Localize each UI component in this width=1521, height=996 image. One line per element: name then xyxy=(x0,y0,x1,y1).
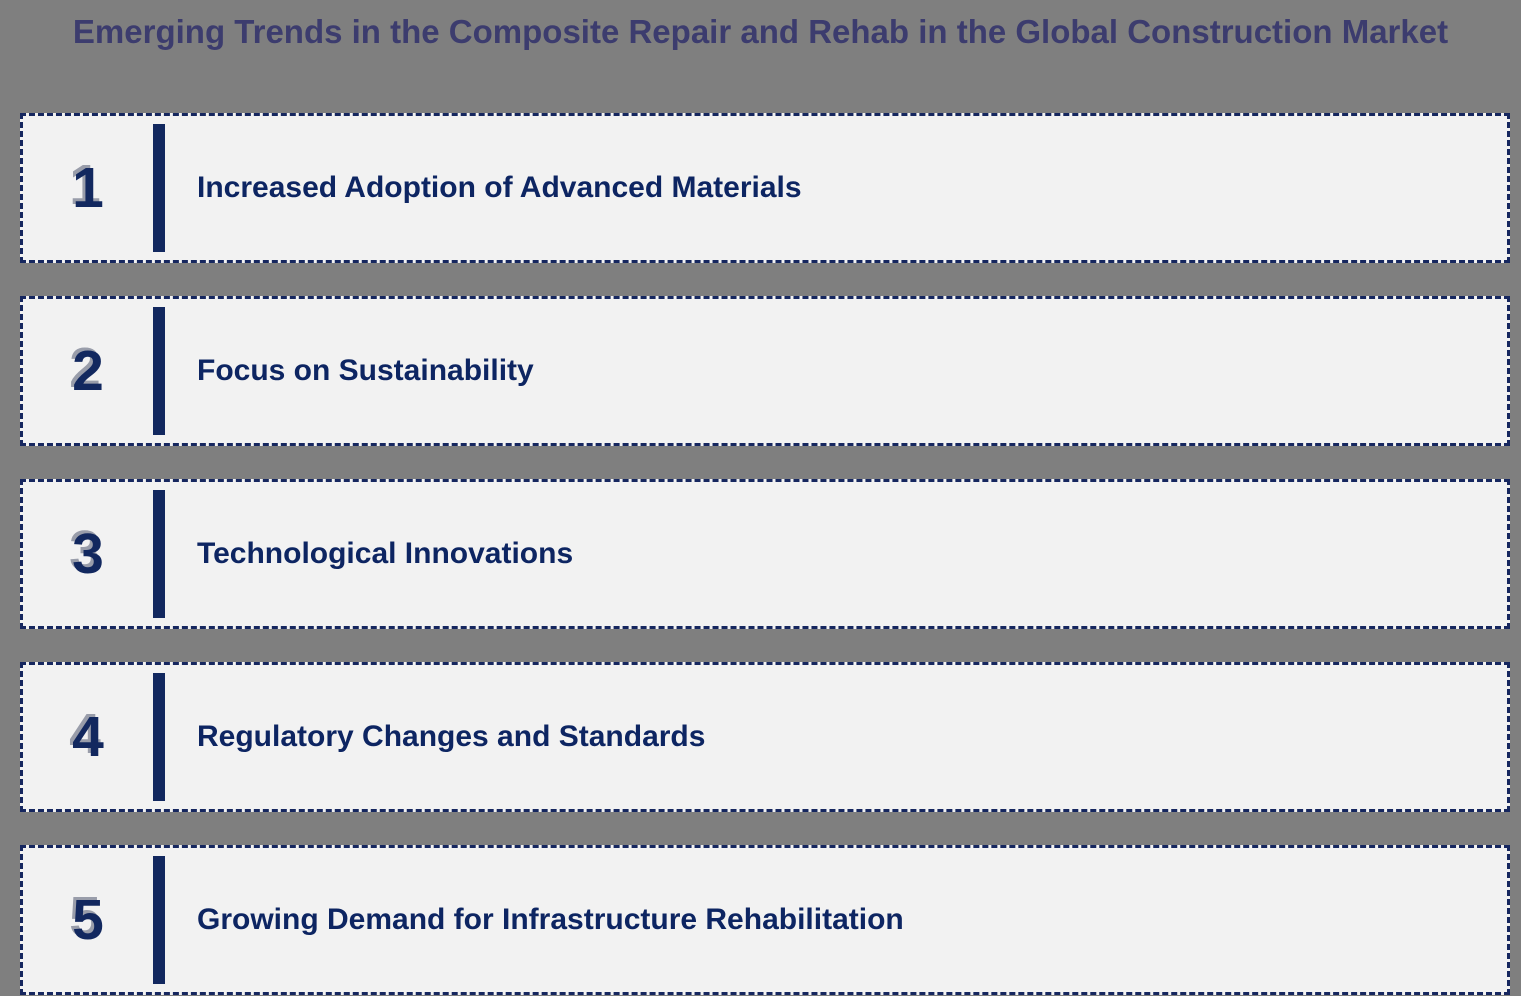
accent-bar xyxy=(153,307,165,435)
trend-label: Technological Innovations xyxy=(197,537,574,570)
trend-item-2: 2 Focus on Sustainability xyxy=(20,296,1510,446)
trend-number: 2 xyxy=(72,338,104,403)
trend-label: Growing Demand for Infrastructure Rehabi… xyxy=(197,903,904,936)
trend-label: Increased Adoption of Advanced Materials xyxy=(197,171,802,204)
trend-number: 3 xyxy=(72,521,104,586)
accent-bar xyxy=(153,856,165,984)
trend-number: 1 xyxy=(72,155,104,220)
trend-list: 1 Increased Adoption of Advanced Materia… xyxy=(20,113,1510,995)
trend-item-1: 1 Increased Adoption of Advanced Materia… xyxy=(20,113,1510,263)
trend-item-4: 4 Regulatory Changes and Standards xyxy=(20,662,1510,812)
trend-label: Focus on Sustainability xyxy=(197,354,534,387)
trend-item-3: 3 Technological Innovations xyxy=(20,479,1510,629)
page-title: Emerging Trends in the Composite Repair … xyxy=(72,13,1449,50)
accent-bar xyxy=(153,490,165,618)
accent-bar xyxy=(153,124,165,252)
trend-number: 4 xyxy=(72,704,104,769)
trend-number: 5 xyxy=(72,887,104,952)
accent-bar xyxy=(153,673,165,801)
trend-item-5: 5 Growing Demand for Infrastructure Reha… xyxy=(20,845,1510,995)
trend-label: Regulatory Changes and Standards xyxy=(197,720,706,753)
